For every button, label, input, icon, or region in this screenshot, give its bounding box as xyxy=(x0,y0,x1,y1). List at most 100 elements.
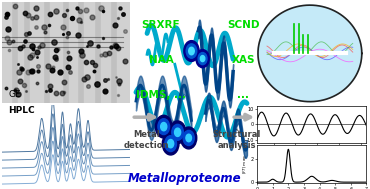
Circle shape xyxy=(196,50,209,68)
Point xyxy=(115,93,121,96)
Point xyxy=(122,60,128,63)
Point xyxy=(50,66,56,69)
Point xyxy=(18,66,24,69)
Point xyxy=(67,70,73,74)
Point xyxy=(59,91,65,94)
Circle shape xyxy=(186,44,197,58)
Point xyxy=(34,56,40,59)
Point xyxy=(57,71,63,74)
Text: ...: ... xyxy=(238,90,249,99)
Point xyxy=(4,12,10,15)
Point xyxy=(3,15,9,18)
Point xyxy=(19,67,25,70)
Point xyxy=(16,71,22,74)
Point xyxy=(77,9,83,12)
Text: Metalloproteome: Metalloproteome xyxy=(128,172,242,185)
Point xyxy=(4,37,10,40)
Point xyxy=(15,63,21,66)
Point xyxy=(27,56,33,59)
Point xyxy=(20,45,26,48)
Point xyxy=(51,40,57,43)
Y-axis label: $\chi^{'}(k)$: $\chi^{'}(k)$ xyxy=(232,118,242,131)
Circle shape xyxy=(162,132,179,155)
Point xyxy=(64,8,70,11)
Point xyxy=(53,10,59,13)
Circle shape xyxy=(155,115,172,138)
Point xyxy=(49,69,55,72)
Point xyxy=(83,9,89,12)
Circle shape xyxy=(189,47,194,55)
Point xyxy=(36,65,41,68)
Circle shape xyxy=(183,130,194,146)
Point xyxy=(6,48,12,51)
Circle shape xyxy=(175,128,181,136)
Point xyxy=(34,51,40,54)
Point xyxy=(4,13,10,16)
Point xyxy=(3,87,9,90)
Y-axis label: $|FT|$ mag.: $|FT|$ mag. xyxy=(241,153,249,174)
Point xyxy=(76,19,82,22)
Point xyxy=(106,51,112,54)
Text: Structural
analysis: Structural analysis xyxy=(213,130,261,149)
Point xyxy=(92,64,98,67)
Point xyxy=(112,24,118,27)
Point xyxy=(23,89,29,92)
Point xyxy=(102,53,108,56)
Point xyxy=(36,46,42,49)
Point xyxy=(61,14,67,17)
Point xyxy=(28,70,34,73)
Point xyxy=(102,89,108,92)
Point xyxy=(66,57,72,60)
Point xyxy=(33,15,39,18)
Circle shape xyxy=(201,56,205,62)
Point xyxy=(98,53,104,57)
Point xyxy=(61,91,67,94)
Circle shape xyxy=(158,119,169,135)
Point xyxy=(81,78,87,81)
Circle shape xyxy=(168,139,174,148)
Point xyxy=(34,25,40,28)
Point xyxy=(89,60,95,64)
Point xyxy=(105,77,111,80)
Circle shape xyxy=(181,127,197,149)
Point xyxy=(13,89,18,92)
Point xyxy=(65,32,71,35)
Point xyxy=(100,36,106,39)
Text: NAA: NAA xyxy=(149,56,173,65)
Point xyxy=(22,39,28,42)
Point xyxy=(65,50,71,53)
Point xyxy=(75,33,81,36)
Point xyxy=(29,44,35,47)
Point xyxy=(117,7,123,10)
Point xyxy=(84,44,90,47)
Point xyxy=(47,85,53,88)
Text: HPLC: HPLC xyxy=(8,106,35,115)
Point xyxy=(6,40,12,43)
Point xyxy=(29,70,35,73)
Point xyxy=(61,80,67,83)
Point xyxy=(40,43,46,46)
Point xyxy=(10,39,16,42)
Point xyxy=(113,75,119,78)
Text: Metal
detection: Metal detection xyxy=(124,130,169,149)
Point xyxy=(100,9,105,12)
Text: SCND: SCND xyxy=(227,20,260,29)
Point xyxy=(12,88,18,91)
Point xyxy=(120,12,126,15)
Point xyxy=(94,82,100,85)
Point xyxy=(87,41,93,44)
Point xyxy=(74,7,80,10)
Circle shape xyxy=(169,121,186,144)
Circle shape xyxy=(184,41,199,61)
Polygon shape xyxy=(258,5,362,102)
Point xyxy=(78,20,84,23)
Point xyxy=(60,25,65,28)
Point xyxy=(16,92,21,95)
Point xyxy=(42,30,48,33)
Circle shape xyxy=(161,122,167,131)
Point xyxy=(95,45,101,48)
Point xyxy=(5,28,11,31)
Point xyxy=(45,64,51,67)
Point xyxy=(115,46,121,49)
Point xyxy=(113,44,119,47)
